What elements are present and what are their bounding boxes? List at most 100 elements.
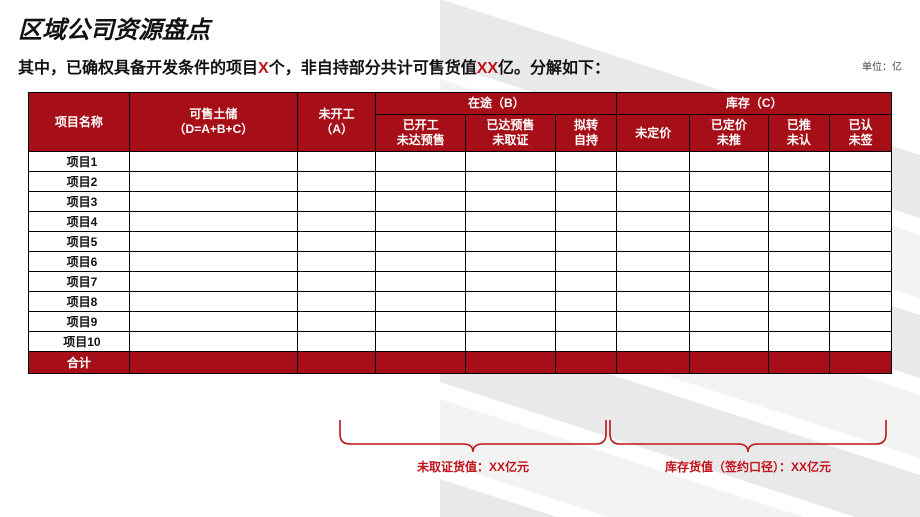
cell bbox=[466, 212, 556, 232]
cell bbox=[617, 152, 690, 172]
cell bbox=[555, 272, 617, 292]
cell-project: 项目4 bbox=[29, 212, 130, 232]
page-title: 区域公司资源盘点 bbox=[18, 10, 210, 45]
table-row: 项目6 bbox=[29, 252, 892, 272]
cell bbox=[768, 272, 830, 292]
cell bbox=[376, 272, 466, 292]
table-row: 项目5 bbox=[29, 232, 892, 252]
cell bbox=[129, 212, 297, 232]
cell bbox=[830, 252, 892, 272]
cell bbox=[129, 152, 297, 172]
table-row: 项目10 bbox=[29, 332, 892, 352]
brace-2-label: 库存货值（签约口径）：XX亿元 bbox=[608, 458, 888, 475]
cell bbox=[555, 152, 617, 172]
cell bbox=[466, 232, 556, 252]
cell-project: 项目6 bbox=[29, 252, 130, 272]
table-row: 项目7 bbox=[29, 272, 892, 292]
cell bbox=[690, 332, 768, 352]
cell bbox=[690, 172, 768, 192]
cell bbox=[297, 352, 375, 374]
table-row: 项目9 bbox=[29, 312, 892, 332]
table-row: 项目3 bbox=[29, 192, 892, 212]
cell bbox=[376, 152, 466, 172]
cell bbox=[297, 292, 375, 312]
cell bbox=[830, 352, 892, 374]
cell bbox=[555, 192, 617, 212]
cell bbox=[555, 352, 617, 374]
cell bbox=[690, 252, 768, 272]
cell bbox=[297, 152, 375, 172]
resource-table-wrap: 项目名称 可售土储（D=A+B+C） 未开工（A） 在途（B） 库存（C） 已开… bbox=[28, 92, 892, 374]
cell bbox=[297, 312, 375, 332]
cell bbox=[376, 332, 466, 352]
cell bbox=[690, 232, 768, 252]
cell bbox=[297, 252, 375, 272]
cell bbox=[617, 232, 690, 252]
cell bbox=[830, 292, 892, 312]
th-stock-2: 已定价未推 bbox=[690, 115, 768, 152]
th-stock-4: 已认未签 bbox=[830, 115, 892, 152]
cell bbox=[617, 352, 690, 374]
table-row: 项目2 bbox=[29, 172, 892, 192]
cell bbox=[297, 272, 375, 292]
cell bbox=[466, 272, 556, 292]
cell-project: 项目8 bbox=[29, 292, 130, 312]
cell bbox=[830, 172, 892, 192]
cell bbox=[376, 312, 466, 332]
cell bbox=[690, 292, 768, 312]
cell bbox=[690, 192, 768, 212]
cell bbox=[297, 212, 375, 232]
cell bbox=[617, 192, 690, 212]
cell-project: 项目5 bbox=[29, 232, 130, 252]
brace-area: 未取证货值：XX亿元 库存货值（签约口径）：XX亿元 bbox=[28, 408, 892, 498]
cell bbox=[466, 252, 556, 272]
th-notstarted: 未开工（A） bbox=[297, 93, 375, 152]
cell bbox=[376, 352, 466, 374]
cell bbox=[376, 192, 466, 212]
cell-total-label: 合计 bbox=[29, 352, 130, 374]
cell bbox=[376, 172, 466, 192]
cell bbox=[555, 252, 617, 272]
cell bbox=[617, 212, 690, 232]
cell bbox=[555, 232, 617, 252]
cell bbox=[768, 192, 830, 212]
cell bbox=[768, 212, 830, 232]
cell bbox=[768, 312, 830, 332]
cell bbox=[466, 192, 556, 212]
cell bbox=[830, 272, 892, 292]
cell bbox=[129, 252, 297, 272]
cell bbox=[466, 332, 556, 352]
cell bbox=[297, 232, 375, 252]
brace-1 bbox=[338, 418, 608, 454]
cell bbox=[297, 172, 375, 192]
cell-project: 项目9 bbox=[29, 312, 130, 332]
cell bbox=[555, 172, 617, 192]
cell bbox=[768, 232, 830, 252]
cell bbox=[376, 232, 466, 252]
subtitle-x2: XX bbox=[477, 60, 498, 77]
cell bbox=[690, 312, 768, 332]
cell bbox=[129, 312, 297, 332]
cell bbox=[690, 152, 768, 172]
brace-1-label: 未取证货值：XX亿元 bbox=[338, 458, 608, 475]
cell bbox=[830, 212, 892, 232]
cell bbox=[830, 192, 892, 212]
cell-project: 项目7 bbox=[29, 272, 130, 292]
cell bbox=[617, 272, 690, 292]
cell bbox=[466, 312, 556, 332]
cell bbox=[129, 232, 297, 252]
cell bbox=[830, 332, 892, 352]
subtitle-p2: 个，非自持部分共计可售货值 bbox=[269, 60, 477, 77]
cell bbox=[555, 292, 617, 312]
th-intransit: 在途（B） bbox=[376, 93, 617, 115]
th-stock-1: 未定价 bbox=[617, 115, 690, 152]
cell bbox=[617, 252, 690, 272]
cell bbox=[466, 152, 556, 172]
cell-project: 项目2 bbox=[29, 172, 130, 192]
cell bbox=[768, 352, 830, 374]
cell-project: 项目3 bbox=[29, 192, 130, 212]
cell bbox=[555, 332, 617, 352]
cell bbox=[690, 352, 768, 374]
cell bbox=[617, 332, 690, 352]
cell bbox=[376, 252, 466, 272]
